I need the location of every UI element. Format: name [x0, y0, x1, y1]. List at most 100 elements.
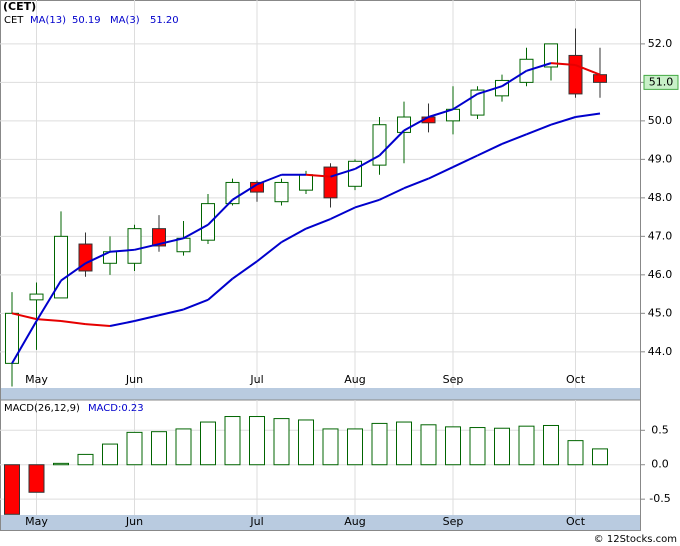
macd-bar	[567, 440, 584, 466]
y-tick-label: 46.0	[648, 268, 673, 281]
y-tick-label: 47.0	[648, 229, 673, 242]
ma-line	[526, 123, 552, 136]
ma-line	[109, 320, 135, 328]
candle-body	[593, 74, 607, 83]
macd-bar	[224, 416, 241, 466]
ma-line	[134, 243, 160, 251]
ma-line	[477, 143, 503, 157]
macd-bar	[371, 422, 388, 466]
ma-line	[281, 227, 307, 243]
x-tick-label: Jun	[125, 515, 143, 528]
ma-line	[305, 218, 331, 230]
ma-line	[256, 241, 283, 263]
ma-line	[305, 173, 331, 178]
ma-line	[354, 198, 380, 209]
y-tick-label: 0.5	[651, 423, 669, 436]
y-tick-label: -0.5	[649, 492, 670, 505]
ma-line	[158, 308, 184, 317]
macd-bar	[420, 424, 437, 466]
candle-body	[29, 293, 44, 301]
macd-bar	[518, 425, 535, 466]
macd-bar	[396, 421, 412, 466]
macd-bar	[298, 419, 314, 466]
legend-label: MA(13)	[30, 15, 66, 26]
ma-line	[403, 177, 429, 190]
ma-line	[11, 320, 38, 364]
ma-line	[330, 168, 356, 178]
ma-line	[378, 129, 405, 157]
macd-bar	[543, 424, 559, 466]
candle-body	[152, 228, 166, 247]
ma-line	[354, 154, 380, 170]
macd-title: MACD(26,12,9)	[4, 403, 80, 414]
price-marker	[643, 74, 679, 90]
ma-line	[452, 154, 478, 168]
x-tick-label: Aug	[344, 515, 365, 528]
macd-bar	[28, 464, 45, 493]
ma-line	[575, 112, 601, 119]
ma-line	[158, 237, 184, 246]
macd-bar	[592, 448, 608, 466]
macd-value: MACD:0.23	[88, 403, 144, 414]
price-marker-label: 51.0	[649, 75, 674, 88]
macd-bar	[53, 462, 69, 466]
ma-line	[403, 116, 429, 132]
frame	[0, 0, 641, 531]
date-strip	[0, 515, 640, 530]
y-tick-label: 0.0	[651, 458, 669, 471]
ma-line	[428, 166, 454, 180]
x-tick-label: Jul	[249, 373, 263, 386]
macd-bar	[126, 431, 143, 466]
macd-bar	[469, 427, 486, 466]
ma-line	[477, 85, 503, 95]
macd-bar	[175, 428, 192, 466]
macd-bar	[249, 416, 265, 466]
ma-line	[550, 62, 576, 67]
copyright: © 12Stocks.com	[594, 534, 677, 545]
y-tick-label: 45.0	[648, 306, 673, 319]
y-tick-label: 49.0	[648, 152, 673, 165]
ma-line	[183, 298, 209, 311]
candle-body	[568, 54, 583, 95]
ma-line	[60, 262, 87, 282]
macd-bar	[273, 418, 290, 466]
ma-line	[330, 206, 356, 220]
x-tick-label: Aug	[344, 373, 365, 386]
macd-bar	[347, 428, 363, 466]
ma-line	[231, 183, 258, 201]
ma-line	[207, 277, 234, 301]
y-tick-label: 44.0	[648, 345, 673, 358]
candle-body	[250, 181, 264, 193]
ma-line	[501, 69, 528, 88]
legend-symbol: CET	[4, 15, 24, 26]
ma-line	[60, 320, 86, 326]
ma-line	[36, 318, 62, 323]
x-tick-label: May	[25, 515, 48, 528]
x-tick-label: May	[25, 373, 48, 386]
chart-title: (CET)	[3, 0, 36, 13]
x-tick-label: Jun	[125, 373, 143, 386]
candle-body	[299, 174, 313, 191]
x-tick-label: Sep	[443, 515, 464, 528]
candle-body	[544, 43, 558, 68]
ma-line	[501, 133, 527, 145]
x-tick-label: Oct	[566, 373, 586, 386]
y-tick-label: 48.0	[648, 191, 673, 204]
ma-line	[428, 108, 454, 118]
ma-line	[11, 312, 37, 321]
macd-bar	[200, 421, 216, 466]
ma-line	[452, 93, 479, 111]
x-tick-label: Sep	[443, 373, 464, 386]
candle-body	[274, 181, 289, 203]
macd-bar	[322, 428, 339, 466]
x-tick-label: Jul	[249, 515, 263, 528]
candle-body	[201, 203, 215, 241]
ma-line	[550, 116, 576, 126]
date-strip	[0, 388, 640, 400]
ma-line	[526, 62, 552, 72]
ma-line	[85, 323, 111, 328]
ma-line	[207, 199, 234, 226]
macd-bar	[4, 464, 20, 515]
candle-body	[348, 160, 362, 187]
